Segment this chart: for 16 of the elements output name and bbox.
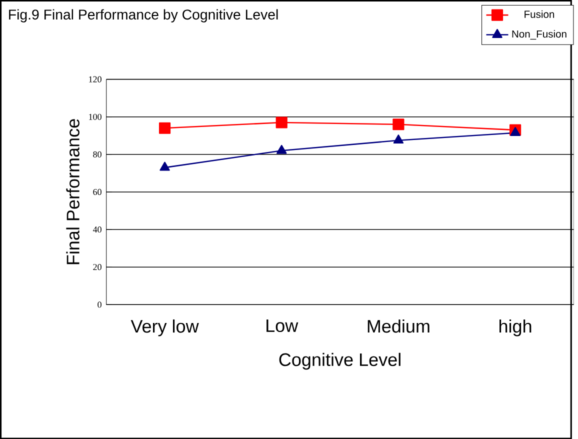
x-tick-label: high <box>500 319 532 336</box>
chart-title: Fig.9 Final Performance by Cognitive Level <box>9 9 278 22</box>
x-tick-label: Very low <box>130 319 199 336</box>
x-axis-title: Cognitive Level <box>279 352 400 370</box>
x-tick-label: Low <box>266 319 298 332</box>
y-tick-label: 120 <box>89 76 102 82</box>
y-tick-label: 60 <box>93 188 102 195</box>
y-tick-label: 20 <box>93 264 102 270</box>
y-tick-label: 40 <box>92 226 102 232</box>
legend-label: Non_Fusion <box>512 30 566 40</box>
y-tick-label: 100 <box>89 114 102 120</box>
y-tick-label: 0 <box>98 301 102 308</box>
y-axis-title: Final Performance <box>66 119 80 264</box>
y-tick-label: 80 <box>93 151 102 158</box>
x-tick-label: Medium <box>368 319 430 333</box>
legend-label: Fusion <box>524 10 554 18</box>
